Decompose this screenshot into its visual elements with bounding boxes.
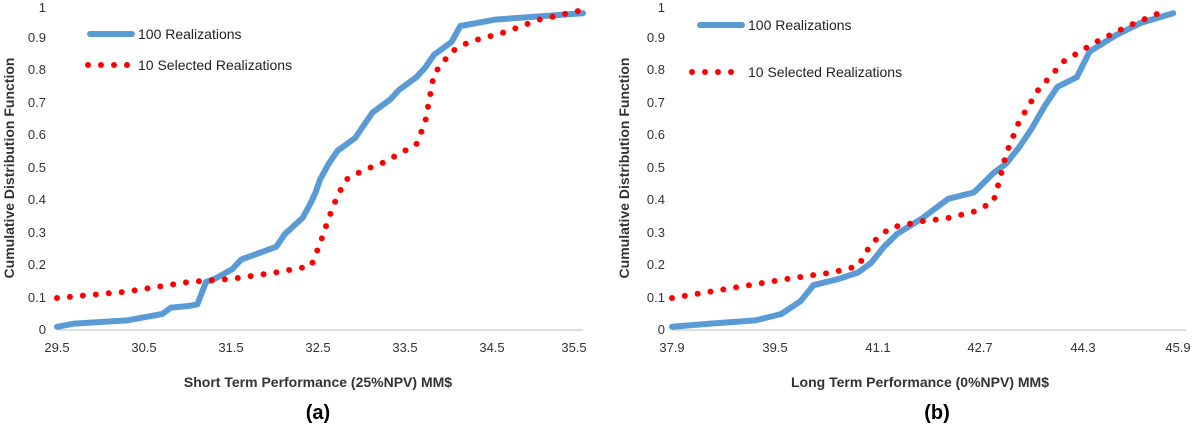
y-axis-label-b: Cumulative Distribution Function	[616, 58, 632, 279]
x-tick-label: 42.7	[967, 340, 992, 355]
y-tick-label: 0.4	[28, 192, 46, 207]
y-tick-label: 0.4	[647, 192, 665, 207]
y-tick-label: 0.3	[647, 225, 665, 240]
legend-label-10-selected-realizations: 10 Selected Realizations	[138, 57, 292, 73]
x-tick-label: 45.9	[1165, 340, 1190, 355]
y-tick-label: 0.8	[647, 62, 665, 77]
y-tick-label: 0.9	[28, 30, 46, 45]
y-tick-labels-a: 0 0.1 0.2 0.3 0.4 0.5 0.6 0.7 0.8 0.9 1	[28, 0, 46, 337]
x-tick-labels-a: 29.5 30.5 31.5 32.5 33.5 34.5 35.5	[44, 340, 586, 355]
legend-label-100-realizations: 100 Realizations	[138, 26, 242, 42]
x-tick-label: 39.5	[762, 340, 787, 355]
series-line-10-selected-realizations	[669, 7, 1170, 301]
legend-a: 100 Realizations 10 Selected Realization…	[85, 26, 292, 73]
series-line-100-realizations	[669, 10, 1177, 330]
panel-label-b: (b)	[924, 402, 950, 424]
x-tick-label: 33.5	[392, 340, 417, 355]
x-tick-label: 37.9	[659, 340, 684, 355]
y-tick-labels-b: 0 0.1 0.2 0.3 0.4 0.5 0.6 0.7 0.8 0.9 1	[647, 0, 665, 337]
y-tick-label: 0.6	[28, 127, 46, 142]
series-line-10-selected-realizations	[54, 7, 586, 301]
x-tick-labels-b: 37.9 39.5 41.1 42.7 44.3 45.9	[659, 340, 1190, 355]
series-line-100-realizations	[54, 10, 586, 330]
y-tick-label: 0.5	[28, 160, 46, 175]
legend-b: 100 Realizations 10 Selected Realization…	[689, 17, 902, 80]
y-tick-label: 1	[39, 0, 46, 15]
x-tick-label: 30.5	[131, 340, 156, 355]
panel-label-a: (a)	[306, 402, 330, 424]
x-tick-label: 34.5	[479, 340, 504, 355]
chart-b: 0 0.1 0.2 0.3 0.4 0.5 0.6 0.7 0.8 0.9 1 …	[616, 0, 1191, 424]
y-tick-label: 0.7	[28, 95, 46, 110]
y-tick-label: 0.9	[647, 30, 665, 45]
y-tick-label: 1	[658, 0, 665, 15]
y-tick-label: 0.3	[28, 225, 46, 240]
legend-label-100-realizations: 100 Realizations	[748, 17, 852, 33]
x-tick-label: 31.5	[218, 340, 243, 355]
x-tick-label: 32.5	[305, 340, 330, 355]
y-axis-label-a: Cumulative Distribution Function	[1, 58, 17, 279]
chart-a: 0 0.1 0.2 0.3 0.4 0.5 0.6 0.7 0.8 0.9 1 …	[1, 0, 587, 424]
y-tick-label: 0.2	[647, 257, 665, 272]
x-axis-label-a: Short Term Performance (25%NPV) MM$	[184, 374, 452, 390]
x-tick-label: 29.5	[44, 340, 69, 355]
y-tick-label: 0.6	[647, 127, 665, 142]
x-tick-label: 44.3	[1070, 340, 1095, 355]
x-tick-label: 41.1	[865, 340, 890, 355]
x-axis-label-b: Long Term Performance (0%NPV) MM$	[791, 374, 1049, 390]
y-tick-label: 0.2	[28, 257, 46, 272]
y-tick-label: 0.7	[647, 95, 665, 110]
y-tick-label: 0.5	[647, 160, 665, 175]
y-tick-label: 0	[39, 322, 46, 337]
y-tick-label: 0	[658, 322, 665, 337]
x-tick-label: 35.5	[561, 340, 586, 355]
y-tick-label: 0.1	[28, 290, 46, 305]
y-tick-label: 0.8	[28, 62, 46, 77]
y-tick-label: 0.1	[647, 290, 665, 305]
legend-label-10-selected-realizations: 10 Selected Realizations	[748, 64, 902, 80]
